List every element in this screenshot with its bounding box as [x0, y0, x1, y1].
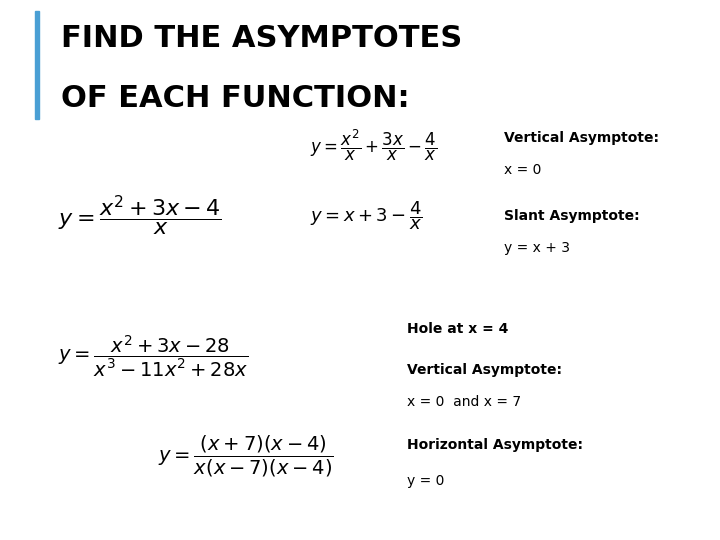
Text: $y = \dfrac{(x+7)(x-4)}{x(x-7)(x-4)}$: $y = \dfrac{(x+7)(x-4)}{x(x-7)(x-4)}$	[158, 434, 334, 479]
Text: Hole at x = 4: Hole at x = 4	[407, 322, 508, 336]
Text: y = 0: y = 0	[407, 474, 444, 488]
Text: $y = \dfrac{x^2}{x} + \dfrac{3x}{x} - \dfrac{4}{x}$: $y = \dfrac{x^2}{x} + \dfrac{3x}{x} - \d…	[310, 128, 437, 164]
Text: x = 0  and x = 7: x = 0 and x = 7	[407, 395, 521, 409]
Text: y = x + 3: y = x + 3	[504, 241, 570, 255]
Text: x = 0: x = 0	[504, 163, 541, 177]
Text: Vertical Asymptote:: Vertical Asymptote:	[407, 363, 562, 377]
Bar	[35, 11, 39, 119]
Text: OF EACH FUNCTION:: OF EACH FUNCTION:	[61, 84, 410, 113]
Text: FIND THE ASYMPTOTES: FIND THE ASYMPTOTES	[61, 24, 462, 53]
Text: Vertical Asymptote:: Vertical Asymptote:	[504, 131, 659, 145]
Text: Slant Asymptote:: Slant Asymptote:	[504, 209, 639, 223]
Text: $y = \dfrac{x^2 + 3x - 28}{x^3 - 11x^2 + 28x}$: $y = \dfrac{x^2 + 3x - 28}{x^3 - 11x^2 +…	[58, 334, 248, 379]
Text: Horizontal Asymptote:: Horizontal Asymptote:	[407, 438, 582, 453]
Text: $y = x + 3 - \dfrac{4}{x}$: $y = x + 3 - \dfrac{4}{x}$	[310, 200, 423, 232]
Text: $y = \dfrac{x^2 + 3x - 4}{x}$: $y = \dfrac{x^2 + 3x - 4}{x}$	[58, 194, 222, 238]
